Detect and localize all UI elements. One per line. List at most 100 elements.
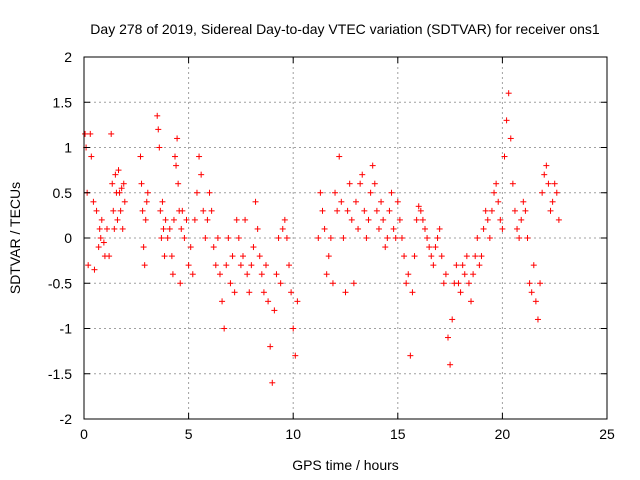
data-points [82,90,562,386]
data-point [357,180,364,187]
data-point [459,262,466,269]
data-point [386,207,393,214]
y-tick-label: 1 [64,140,72,156]
data-point [239,253,246,260]
data-point [373,207,380,214]
data-point [156,144,163,151]
data-point [352,198,359,205]
data-point [154,112,161,119]
y-tick-label: -1.5 [48,366,72,382]
data-point [503,117,510,124]
y-tick-label: 0 [64,230,72,246]
data-point [388,189,395,196]
data-point [344,207,351,214]
data-point [229,253,236,260]
data-point [317,189,324,196]
data-point [114,216,121,223]
data-point [396,216,403,223]
data-point [216,271,223,278]
data-point [472,253,479,260]
data-point [380,216,387,223]
data-point [327,235,334,241]
data-point [411,253,418,260]
data-point [139,207,146,214]
data-point [88,153,95,160]
data-point [363,235,370,241]
data-point [231,289,238,296]
data-point [539,189,546,196]
data-point [474,235,481,241]
data-point [258,271,265,278]
data-point [219,298,226,305]
data-point [288,289,295,296]
data-point [461,271,468,278]
data-point [516,235,523,241]
data-point [532,298,539,305]
data-point [110,207,117,214]
data-point [398,235,405,241]
data-point [455,280,462,287]
data-point [509,180,516,187]
x-tick-label: 20 [495,426,511,442]
data-point [269,379,276,386]
data-point [486,235,493,241]
data-point [142,216,149,223]
data-point [403,280,410,287]
y-axis-ticks: -2 -1.5 -1 -0.5 0 0.5 1 1.5 2 [48,49,607,427]
data-point [187,244,194,251]
data-point [106,253,113,260]
data-point [482,207,489,214]
data-point [91,266,98,273]
data-point [524,235,531,241]
data-point [169,271,176,278]
data-point [390,225,397,232]
data-point [246,289,253,296]
data-point [495,198,502,205]
data-point [507,135,514,142]
data-point [442,271,449,278]
x-axis-label: GPS time / hours [292,457,399,473]
data-point [118,185,125,192]
data-point [265,298,272,305]
x-tick-label: 5 [185,426,193,442]
data-point [367,189,374,196]
data-point [283,235,290,241]
data-point [511,207,518,214]
data-point [518,216,525,223]
data-point [260,289,267,296]
y-tick-label: -0.5 [48,275,72,291]
data-point [95,244,102,251]
data-point [157,207,164,214]
data-point [206,189,213,196]
y-tick-label: 2 [64,49,72,65]
data-point [430,262,437,269]
data-point [267,343,274,350]
data-point [82,130,89,137]
data-point [179,207,186,214]
data-point [181,235,188,241]
data-point [160,225,167,232]
data-point [428,253,435,260]
data-point [355,225,362,232]
x-tick-label: 10 [285,426,301,442]
data-point [392,235,399,241]
data-point [520,198,527,205]
data-point [359,171,366,178]
data-point [323,271,330,278]
data-point [336,153,343,160]
data-point [415,203,422,210]
data-point [98,216,105,223]
data-point [168,253,175,260]
data-point [254,225,261,232]
data-point [332,189,339,196]
data-point [244,271,251,278]
data-point [196,153,203,160]
data-point [250,244,257,251]
data-point [173,162,180,169]
data-point [434,235,441,241]
data-point [453,262,460,269]
data-point [528,289,535,296]
data-point [90,198,97,205]
data-point [263,262,270,269]
data-point [537,280,544,287]
